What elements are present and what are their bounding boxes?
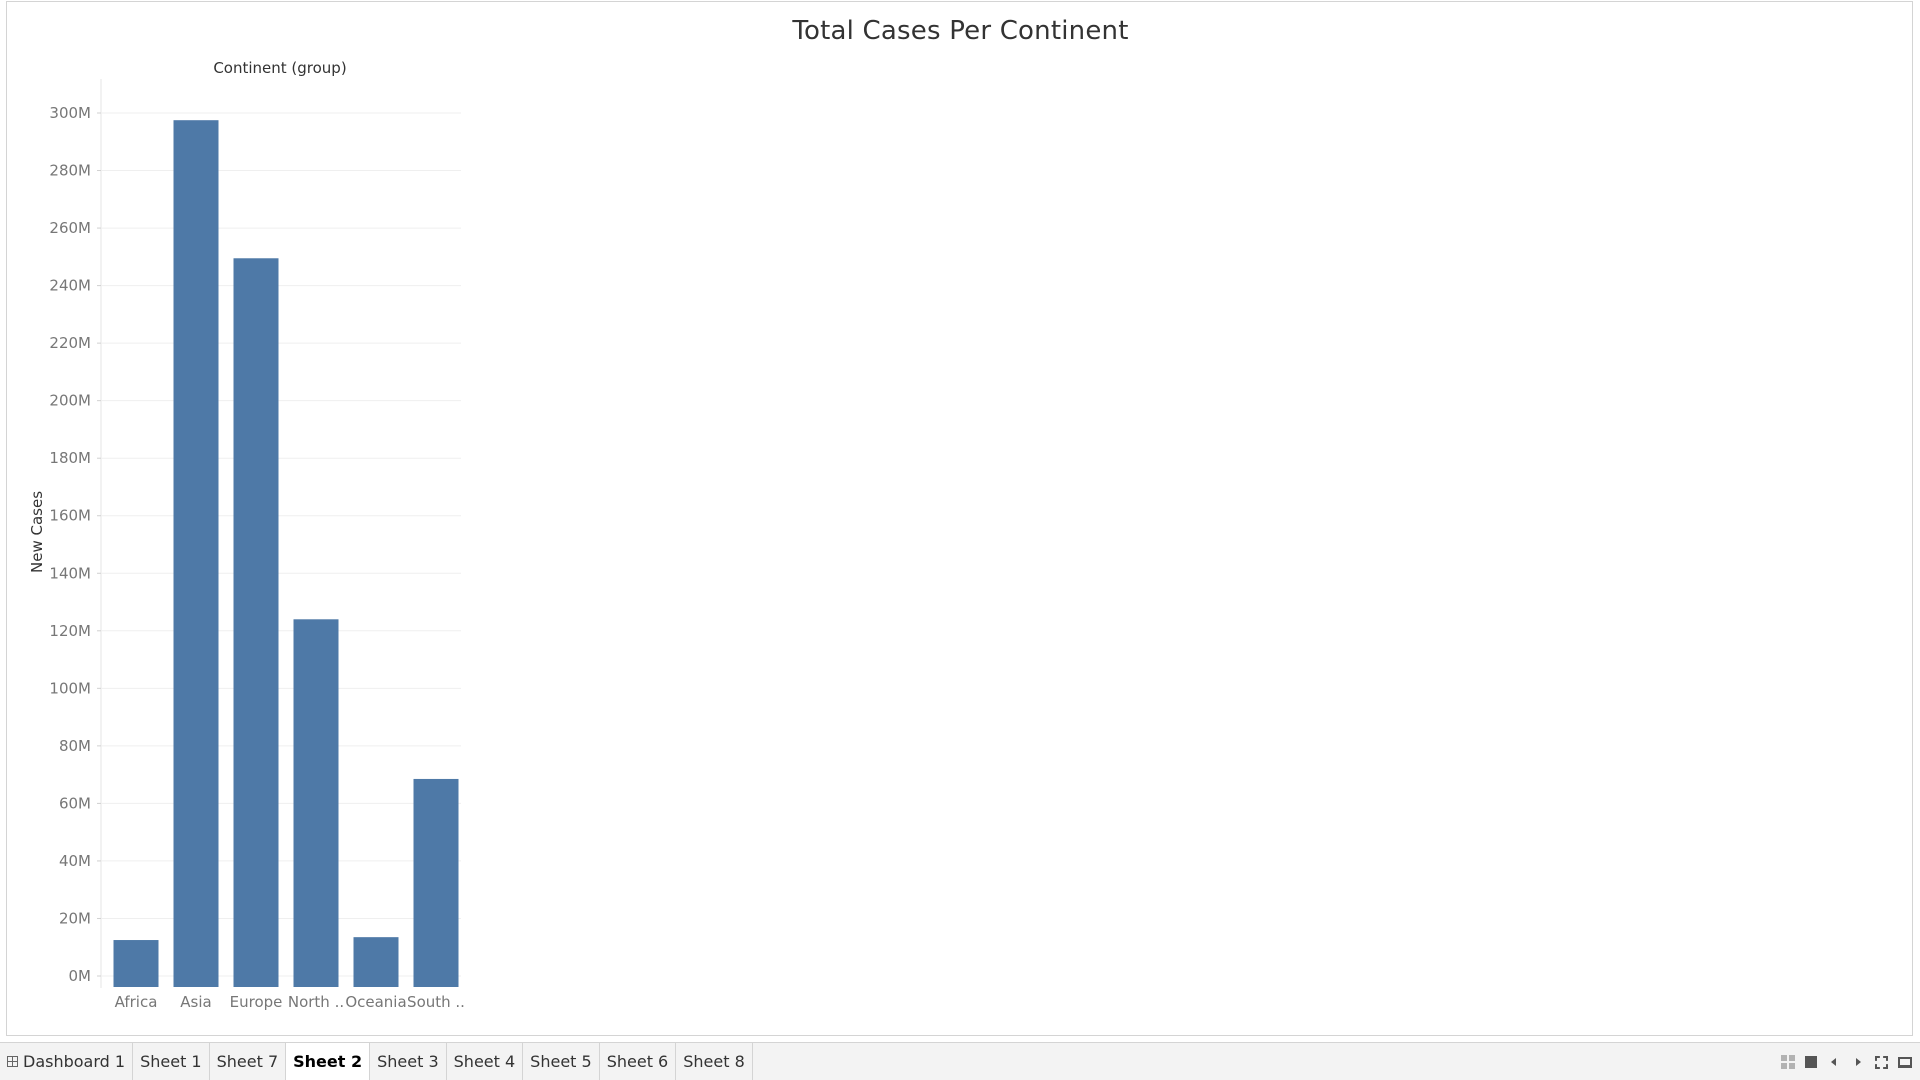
worksheet-view: Total Cases Per Continent Continent (gro… bbox=[6, 1, 1913, 1036]
y-tick-label: 0M bbox=[69, 967, 92, 985]
x-tick-label: North .. bbox=[288, 993, 344, 1011]
x-tick-label: Asia bbox=[180, 993, 211, 1011]
y-tick-label: 40M bbox=[59, 852, 91, 870]
y-tick-label: 20M bbox=[59, 909, 91, 927]
y-tick-label: 120M bbox=[49, 622, 91, 640]
tab-label: Dashboard 1 bbox=[23, 1052, 126, 1071]
tab-label: Sheet 4 bbox=[453, 1052, 516, 1071]
tab-label: Sheet 8 bbox=[683, 1052, 745, 1071]
bar bbox=[173, 120, 219, 988]
x-tick-label: South .. bbox=[407, 993, 465, 1011]
tab-label: Sheet 6 bbox=[606, 1052, 669, 1071]
x-tick-label: Africa bbox=[115, 993, 158, 1011]
tab-sheet-4[interactable]: Sheet 4 bbox=[447, 1043, 524, 1080]
tab-label: Sheet 3 bbox=[377, 1052, 439, 1071]
tab-sheet-2[interactable]: Sheet 2 bbox=[286, 1043, 371, 1080]
y-tick-label: 240M bbox=[49, 277, 91, 295]
sheet-tabs: Dashboard 1 Sheet 1 Sheet 7 Sheet 2 Sheet 3 S… bbox=[0, 1043, 753, 1080]
y-tick-label: 300M bbox=[49, 104, 91, 122]
y-tick-label: 200M bbox=[49, 392, 91, 410]
chart-title: Total Cases Per Continent bbox=[792, 16, 1129, 46]
column-header: Continent (group) bbox=[213, 59, 346, 77]
bar-chart: Continent (group) 0M 20M 40M 60M 80M 100M 120M 1… bbox=[28, 59, 465, 1011]
tab-dashboard-1[interactable]: Dashboard 1 bbox=[0, 1043, 134, 1080]
y-tick-label: 260M bbox=[49, 219, 91, 237]
y-tick-label: 100M bbox=[49, 679, 91, 697]
y-tick-label: 140M bbox=[49, 564, 91, 582]
left-icon[interactable] bbox=[1827, 1055, 1841, 1069]
tab-label: Sheet 7 bbox=[216, 1052, 279, 1071]
dashboard-icon bbox=[7, 1056, 18, 1067]
tab-sheet-8[interactable]: Sheet 8 bbox=[676, 1043, 753, 1080]
tab-sheet-6[interactable]: Sheet 6 bbox=[600, 1043, 677, 1080]
tab-sheet-1[interactable]: Sheet 1 bbox=[133, 1043, 210, 1080]
y-tick-label: 160M bbox=[49, 507, 91, 525]
y-tick-label: 60M bbox=[59, 794, 91, 812]
tab-sheet-3[interactable]: Sheet 3 bbox=[370, 1043, 447, 1080]
square-icon[interactable] bbox=[1805, 1056, 1817, 1068]
bar bbox=[113, 940, 159, 987]
bar bbox=[413, 778, 459, 987]
fullscreen-icon[interactable] bbox=[1875, 1055, 1888, 1069]
y-tick-label: 80M bbox=[59, 737, 91, 755]
present-icon[interactable] bbox=[1898, 1056, 1912, 1068]
tab-label: Sheet 2 bbox=[293, 1052, 363, 1071]
bar bbox=[353, 937, 399, 987]
tab-sheet-7[interactable]: Sheet 7 bbox=[210, 1043, 287, 1080]
y-tick-label: 220M bbox=[49, 334, 91, 352]
x-tick-label: Oceania bbox=[345, 993, 406, 1011]
tab-label: Sheet 1 bbox=[140, 1052, 202, 1071]
right-icon[interactable] bbox=[1851, 1055, 1865, 1069]
bar bbox=[293, 619, 339, 987]
x-tick-label: Europe bbox=[230, 993, 283, 1011]
grid-icon[interactable] bbox=[1781, 1055, 1795, 1069]
y-tick-label: 280M bbox=[49, 162, 91, 180]
bar bbox=[233, 258, 279, 987]
tab-controls bbox=[1781, 1053, 1912, 1071]
y-axis-label: New Cases bbox=[28, 491, 46, 573]
tab-sheet-5[interactable]: Sheet 5 bbox=[523, 1043, 600, 1080]
sheet-tab-bar: Dashboard 1 Sheet 1 Sheet 7 Sheet 2 Sheet 3 S… bbox=[0, 1042, 1920, 1080]
y-tick-label: 180M bbox=[49, 449, 91, 467]
tab-label: Sheet 5 bbox=[530, 1052, 592, 1071]
